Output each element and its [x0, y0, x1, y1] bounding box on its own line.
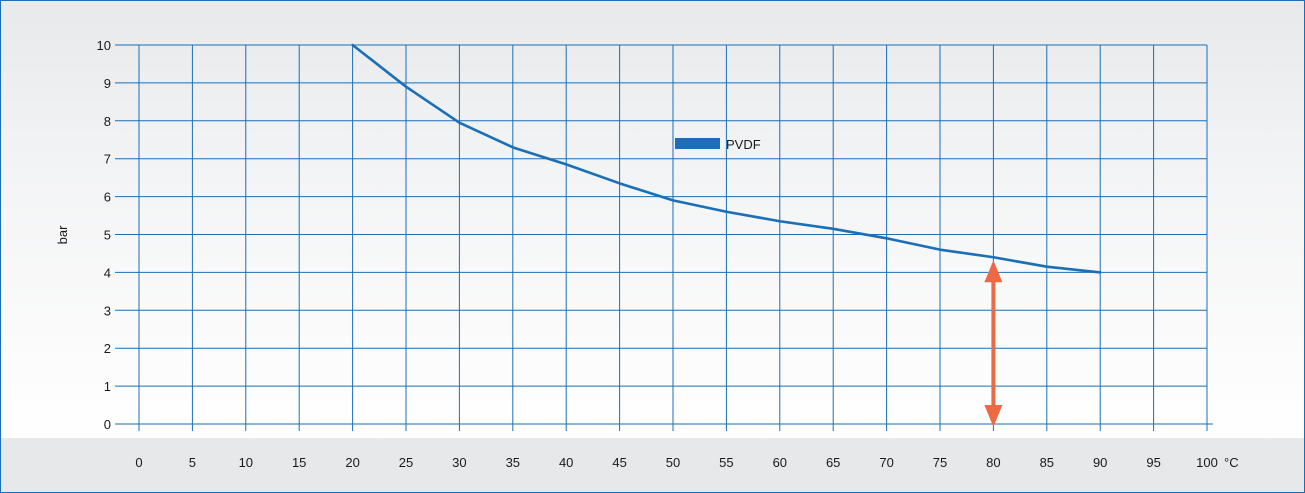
x-tick-50: 50: [666, 455, 680, 470]
grid: [115, 44, 1213, 431]
x-tick-35: 35: [506, 455, 520, 470]
x-tick-80: 80: [986, 455, 1000, 470]
x-tick-20: 20: [345, 455, 359, 470]
legend-label-pvdf: PVDF: [726, 137, 761, 152]
y-tick-1: 1: [104, 379, 111, 394]
x-tick-30: 30: [452, 455, 466, 470]
y-tick-0: 0: [104, 417, 111, 432]
x-tick-15: 15: [292, 455, 306, 470]
x-tick-85: 85: [1040, 455, 1054, 470]
annotation-arrow-head-top: [984, 260, 1003, 283]
y-tick-7: 7: [104, 152, 111, 167]
legend-swatch-pvdf: [675, 138, 720, 149]
annotation-layer: [984, 260, 1003, 427]
x-tick-70: 70: [879, 455, 893, 470]
y-axis-label: bar: [55, 225, 70, 244]
y-tick-3: 3: [104, 303, 111, 318]
x-tick-60: 60: [773, 455, 787, 470]
annotation-arrow-head-bottom: [984, 405, 1003, 427]
x-axis-band: [1, 438, 1304, 492]
series-line-pvdf: [351, 43, 1102, 274]
x-tick-5: 5: [189, 455, 196, 470]
y-tick-5: 5: [104, 228, 111, 243]
x-tick-90: 90: [1093, 455, 1107, 470]
x-tick-45: 45: [612, 455, 626, 470]
y-tick-9: 9: [104, 76, 111, 91]
x-tick-65: 65: [826, 455, 840, 470]
x-tick-95: 95: [1146, 455, 1160, 470]
series-layer: [351, 43, 1102, 274]
y-tick-10: 10: [97, 38, 111, 53]
y-tick-labels: 0 1 2 3 4 5 6 7 8 9 10: [97, 38, 111, 432]
x-tick-55: 55: [719, 455, 733, 470]
y-tick-2: 2: [104, 341, 111, 356]
y-tick-6: 6: [104, 190, 111, 205]
legend: PVDF: [675, 137, 761, 152]
x-tick-100: 100: [1196, 455, 1218, 470]
x-tick-75: 75: [933, 455, 947, 470]
x-tick-0: 0: [135, 455, 142, 470]
y-tick-8: 8: [104, 114, 111, 129]
x-tick-40: 40: [559, 455, 573, 470]
x-tick-labels: 0 5 10 15 20 25 30 35 40 45 50 55 60 65 70 75 80 85 90 95 10…: [135, 455, 1217, 470]
x-tick-10: 10: [239, 455, 253, 470]
x-axis-unit: °C: [1224, 455, 1239, 470]
x-tick-25: 25: [399, 455, 413, 470]
y-tick-4: 4: [104, 265, 111, 280]
